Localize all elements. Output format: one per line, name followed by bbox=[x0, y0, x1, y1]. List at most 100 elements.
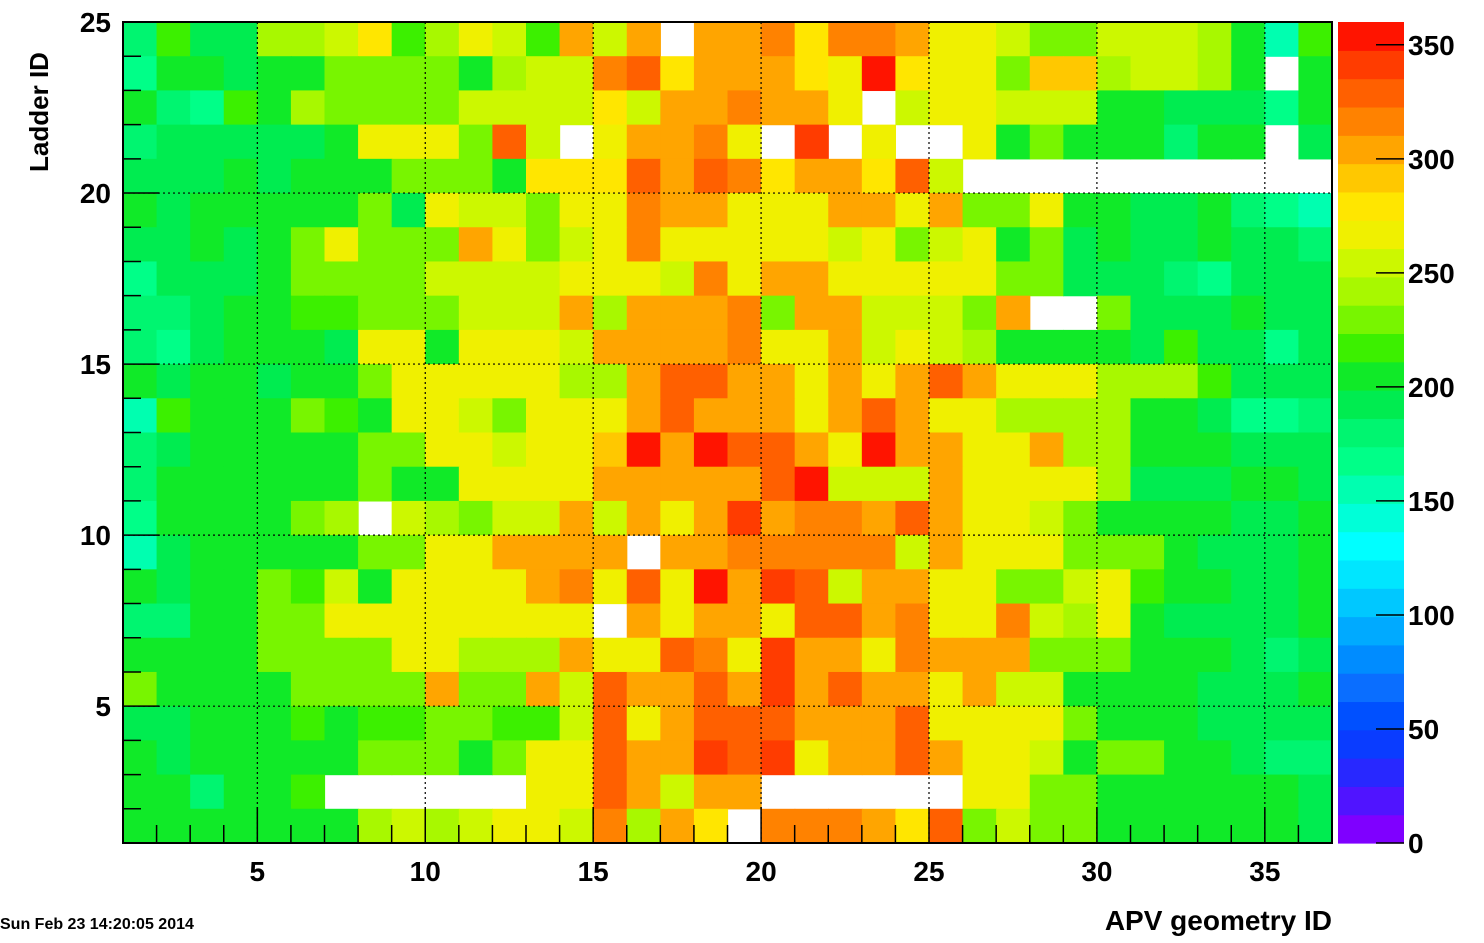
heatmap-cell bbox=[492, 500, 527, 536]
heatmap-cell bbox=[828, 808, 863, 844]
heatmap-cell bbox=[425, 706, 460, 741]
heatmap-cell bbox=[391, 740, 426, 776]
heatmap-cell bbox=[190, 90, 225, 126]
heatmap-cell bbox=[1231, 808, 1266, 844]
heatmap-cell bbox=[358, 193, 393, 228]
colorbar-swatch bbox=[1338, 559, 1404, 589]
heatmap-cell bbox=[794, 706, 829, 741]
heatmap-cell bbox=[828, 295, 863, 331]
heatmap-cell bbox=[761, 158, 796, 194]
heatmap-cell bbox=[1298, 740, 1333, 776]
heatmap-cell bbox=[996, 193, 1031, 228]
heatmap-cell bbox=[190, 261, 225, 297]
heatmap-cell bbox=[1298, 398, 1333, 434]
heatmap-cell bbox=[223, 535, 258, 570]
heatmap-cell bbox=[324, 398, 359, 434]
heatmap-cell bbox=[895, 364, 930, 399]
heatmap-cell bbox=[257, 808, 292, 844]
heatmap-cell bbox=[962, 569, 997, 605]
heatmap-cell bbox=[929, 671, 964, 707]
x-tick-label: 10 bbox=[410, 856, 441, 887]
heatmap-cell bbox=[425, 364, 460, 399]
heatmap-cell bbox=[1164, 706, 1199, 741]
heatmap-cell bbox=[727, 637, 762, 673]
heatmap-cell bbox=[559, 364, 594, 399]
heatmap-cell bbox=[156, 56, 191, 92]
heatmap-cell bbox=[1164, 603, 1199, 639]
heatmap-cell bbox=[861, 193, 897, 228]
colorbar-swatch bbox=[1338, 701, 1404, 731]
colorbar-tick-label: 100 bbox=[1408, 600, 1455, 631]
heatmap-cell bbox=[1130, 56, 1165, 92]
heatmap-cell bbox=[1264, 295, 1300, 331]
heatmap-cell bbox=[123, 90, 158, 126]
heatmap-cell bbox=[660, 56, 695, 92]
heatmap-cell bbox=[895, 706, 930, 741]
heatmap-cell bbox=[1197, 364, 1232, 399]
heatmap-cell bbox=[962, 432, 997, 468]
colorbar: 0 50 100 150 200 250 300 350 bbox=[1338, 22, 1455, 859]
heatmap-cell bbox=[190, 535, 225, 570]
heatmap-cell bbox=[425, 90, 460, 126]
heatmap-cell bbox=[727, 466, 762, 502]
heatmap-cell bbox=[324, 22, 359, 57]
heatmap-cell bbox=[861, 22, 897, 57]
heatmap-cell bbox=[1130, 295, 1165, 331]
heatmap-cell bbox=[1231, 398, 1266, 434]
heatmap-cell bbox=[1164, 261, 1199, 297]
heatmap-cell bbox=[156, 500, 191, 536]
heatmap-cell bbox=[559, 808, 594, 844]
heatmap-cell bbox=[962, 56, 997, 92]
heatmap-cell bbox=[425, 295, 460, 331]
heatmap-cell bbox=[1298, 261, 1333, 297]
heatmap-cell bbox=[1197, 22, 1232, 57]
heatmap-cell bbox=[391, 329, 426, 365]
heatmap-cell bbox=[1231, 364, 1266, 399]
heatmap-cell bbox=[257, 432, 292, 468]
heatmap-cell bbox=[123, 808, 158, 844]
heatmap-cell bbox=[223, 90, 258, 126]
heatmap-cell bbox=[895, 295, 930, 331]
heatmap-cell bbox=[1096, 398, 1132, 434]
heatmap-cell bbox=[1096, 671, 1132, 707]
heatmap-cell bbox=[626, 671, 661, 707]
heatmap-cell bbox=[929, 193, 964, 228]
heatmap-cell bbox=[828, 535, 863, 570]
heatmap-cell bbox=[660, 500, 695, 536]
heatmap-cell bbox=[1231, 569, 1266, 605]
heatmap-cell bbox=[458, 158, 494, 194]
colorbar-swatch bbox=[1338, 588, 1404, 618]
heatmap-cell bbox=[761, 466, 796, 502]
heatmap-cell bbox=[1063, 466, 1098, 502]
heatmap-cell bbox=[1197, 466, 1232, 502]
heatmap-cell bbox=[593, 740, 628, 776]
heatmap-cell bbox=[324, 295, 359, 331]
heatmap-cell bbox=[693, 329, 729, 365]
heatmap-cell bbox=[358, 124, 393, 160]
heatmap-cell bbox=[1029, 500, 1064, 536]
heatmap-cell bbox=[1063, 671, 1098, 707]
heatmap-cell bbox=[1197, 706, 1232, 741]
heatmap-cell bbox=[526, 56, 561, 92]
heatmap-cell bbox=[626, 637, 661, 673]
heatmap-cell bbox=[526, 158, 561, 194]
heatmap-cell bbox=[693, 158, 729, 194]
heatmap-cell bbox=[693, 364, 729, 399]
heatmap-cell bbox=[1264, 706, 1300, 741]
heatmap-cell bbox=[190, 193, 225, 228]
heatmap-cell bbox=[861, 295, 897, 331]
heatmap-cell bbox=[526, 500, 561, 536]
heatmap-cell bbox=[223, 56, 258, 92]
heatmap-cell bbox=[626, 329, 661, 365]
colorbar-swatch bbox=[1338, 50, 1404, 80]
heatmap-cell bbox=[290, 706, 326, 741]
heatmap-cell bbox=[828, 329, 863, 365]
colorbar-tick-label: 350 bbox=[1408, 30, 1455, 61]
heatmap-cell bbox=[693, 56, 729, 92]
heatmap-cell bbox=[1264, 569, 1300, 605]
heatmap-cell bbox=[1264, 535, 1300, 570]
heatmap-cell bbox=[1096, 124, 1132, 160]
heatmap-cell bbox=[492, 261, 527, 297]
heatmap-cell bbox=[861, 706, 897, 741]
heatmap-cell bbox=[660, 432, 695, 468]
